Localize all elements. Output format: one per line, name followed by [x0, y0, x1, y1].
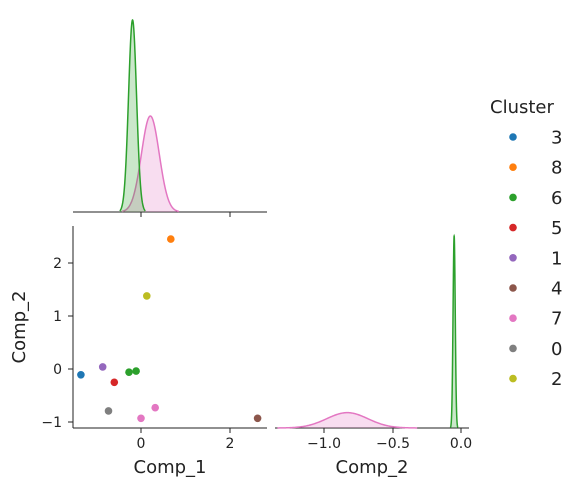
scatter-point	[151, 403, 159, 412]
scatter-point	[132, 367, 140, 375]
legend-label: 0	[551, 339, 562, 360]
x-axis-label: Comp_2	[336, 457, 409, 478]
y-tick-label: 2	[53, 256, 62, 272]
x-tick-label: −1.0	[307, 436, 341, 452]
y-axis-label: Comp_2	[9, 291, 30, 364]
legend-marker-3	[509, 133, 517, 141]
legend-label: 1	[551, 248, 562, 269]
scatter-points	[77, 235, 262, 423]
x-axis-label: Comp_1	[134, 457, 207, 478]
legend-label: 8	[551, 158, 562, 179]
legend-marker-8	[509, 163, 517, 171]
legend-marker-4	[509, 284, 517, 292]
kde-comp2-panel: −1.0 −0.5 0.0 Comp_2	[275, 233, 472, 478]
kde-comp1-line-cluster-6	[119, 19, 146, 212]
kde-comp1-line-cluster-7	[121, 115, 180, 213]
kde-comp2-line-cluster-6	[449, 233, 459, 428]
scatter-point	[104, 407, 113, 415]
legend-marker-1	[509, 253, 517, 262]
legend-label: 4	[551, 279, 562, 300]
y-tick-label: 0	[53, 362, 62, 378]
legend-label: 5	[551, 218, 562, 239]
legend-label: 2	[551, 369, 562, 390]
legend-marker-6	[509, 193, 517, 202]
legend-label: 6	[551, 188, 562, 209]
legend-title: Cluster	[490, 97, 554, 118]
scatter-point	[110, 378, 119, 387]
legend-label: 7	[551, 309, 562, 330]
y-tick-label: −1	[41, 415, 62, 431]
legend-marker-2	[509, 374, 517, 383]
kde-comp2-fill-cluster-7	[277, 412, 418, 428]
scatter-panel: 2 1 0 −1 0 2 Comp_1 Comp_2	[9, 226, 267, 478]
kde-comp2-fill-cluster-6	[450, 236, 458, 428]
x-tick-label: 0	[137, 436, 146, 452]
legend-marker-5	[509, 223, 517, 232]
x-tick-label: 2	[226, 436, 235, 452]
kde-comp2-line-cluster-7	[277, 411, 418, 429]
scatter-point	[98, 363, 107, 371]
x-tick-label: 0.0	[450, 436, 472, 452]
kde-comp1-panel	[73, 19, 267, 217]
legend-label: 3	[551, 128, 562, 149]
legend-marker-7	[509, 314, 517, 323]
x-tick-label: −0.5	[376, 436, 410, 452]
scatter-point	[143, 292, 151, 300]
scatter-point	[137, 414, 145, 423]
y-tick-label: 1	[53, 309, 62, 325]
scatter-point	[167, 235, 175, 243]
scatter-point	[77, 371, 85, 379]
scatter-point	[125, 368, 133, 377]
legend-marker-0	[509, 344, 517, 353]
scatter-point	[253, 414, 262, 423]
